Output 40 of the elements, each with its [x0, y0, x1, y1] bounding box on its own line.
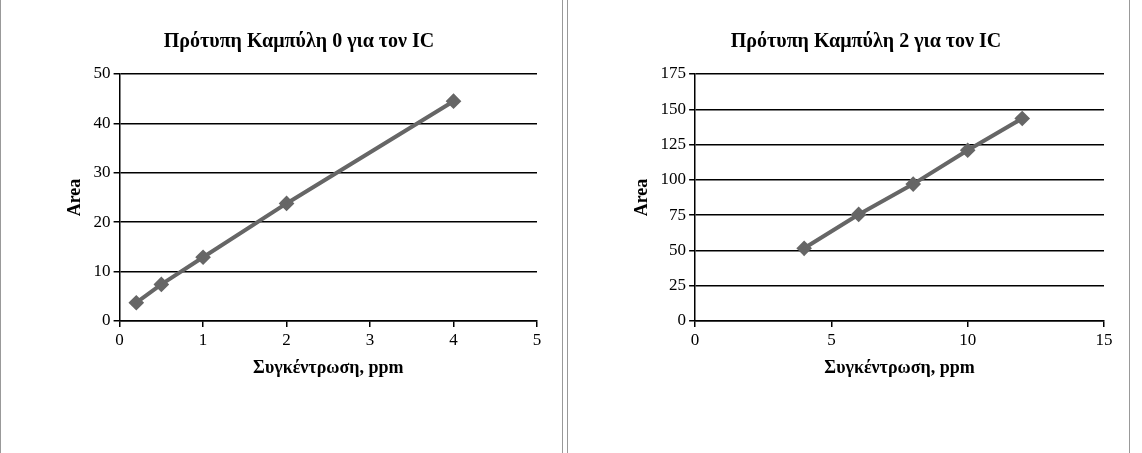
y-axis-title: Area — [64, 178, 85, 217]
y-tick-label: 0 — [677, 310, 687, 330]
x-tick-label: 10 — [959, 329, 977, 349]
x-tick-label: 3 — [365, 329, 375, 349]
y-tick-label: 75 — [669, 204, 687, 224]
y-tick-label: 20 — [93, 211, 111, 231]
point — [1015, 111, 1030, 126]
x-tick-label: 5 — [532, 329, 542, 349]
y-tick-label: 100 — [660, 169, 687, 189]
x-tick-label: 2 — [282, 329, 291, 349]
x-tick-label: 5 — [827, 329, 836, 349]
point — [154, 277, 169, 292]
point — [129, 295, 144, 310]
y-tick-label: 0 — [102, 310, 111, 330]
y-tick-label: 50 — [669, 239, 687, 259]
point — [906, 177, 921, 192]
y-tick-label: 10 — [93, 261, 111, 281]
x-tick-label: 0 — [115, 329, 124, 349]
y-axis-title: Area — [631, 178, 652, 217]
x-axis-title: Συγκέντρωση, ppm — [253, 356, 404, 377]
chart-title: Πρότυπη Καμπύλη 2 για τον IC — [730, 29, 1002, 53]
chart-title: Πρότυπη Καμπύλη 0 για τον IC — [163, 29, 435, 53]
y-tick-label: 175 — [660, 63, 687, 83]
x-tick-label: 0 — [690, 329, 700, 349]
y-tick-label: 125 — [660, 134, 687, 154]
y-tick-label: 25 — [669, 275, 687, 295]
point — [960, 143, 975, 158]
y-tick-label: 50 — [93, 63, 111, 83]
point — [797, 241, 812, 256]
x-tick-label: 4 — [449, 329, 459, 349]
point — [446, 94, 461, 109]
y-tick-label: 150 — [660, 98, 687, 118]
point — [196, 250, 211, 265]
x-axis-title: Συγκέντρωση, ppm — [824, 356, 975, 377]
y-tick-label: 40 — [93, 112, 111, 132]
x-tick-label: 15 — [1095, 329, 1113, 349]
point — [279, 196, 294, 211]
y-tick-label: 30 — [93, 162, 111, 182]
point — [851, 207, 866, 222]
x-tick-label: 1 — [198, 329, 208, 349]
